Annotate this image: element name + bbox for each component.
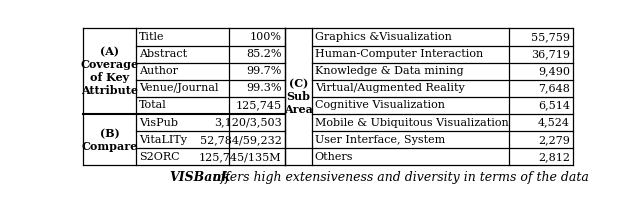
Text: 4,524: 4,524 xyxy=(538,118,570,128)
Text: (A)
Coverage
of Key
Attribute: (A) Coverage of Key Attribute xyxy=(81,47,138,96)
Text: 99.3%: 99.3% xyxy=(246,83,282,93)
Text: 100%: 100% xyxy=(250,32,282,42)
Text: Virtual/Augmented Reality: Virtual/Augmented Reality xyxy=(315,83,465,93)
Text: 52,784/59,232: 52,784/59,232 xyxy=(200,135,282,145)
Text: VitaLITy: VitaLITy xyxy=(139,135,187,145)
Text: offers high extensiveness and diversity in terms of the data: offers high extensiveness and diversity … xyxy=(209,170,589,184)
Text: S2ORC: S2ORC xyxy=(139,152,180,162)
Text: VISBank: VISBank xyxy=(169,170,230,184)
Text: 2,812: 2,812 xyxy=(538,152,570,162)
Text: 125,745/135M: 125,745/135M xyxy=(199,152,282,162)
Text: (C)
Sub
Area: (C) Sub Area xyxy=(284,79,312,115)
Text: User Interface, System: User Interface, System xyxy=(315,135,445,145)
Text: 125,745: 125,745 xyxy=(236,100,282,111)
Text: Knowledge & Data mining: Knowledge & Data mining xyxy=(315,66,463,76)
Text: 7,648: 7,648 xyxy=(538,83,570,93)
Text: Mobile & Ubiquitous Visualization: Mobile & Ubiquitous Visualization xyxy=(315,118,509,128)
Text: Title: Title xyxy=(139,32,164,42)
Text: (B)
Compare: (B) Compare xyxy=(81,128,138,152)
Text: 3,120/3,503: 3,120/3,503 xyxy=(214,118,282,128)
Text: 99.7%: 99.7% xyxy=(246,66,282,76)
Text: 9,490: 9,490 xyxy=(538,66,570,76)
Text: Cognitive Visualization: Cognitive Visualization xyxy=(315,100,445,111)
Text: 6,514: 6,514 xyxy=(538,100,570,111)
Text: Venue/Journal: Venue/Journal xyxy=(139,83,218,93)
Text: Graphics &Visualization: Graphics &Visualization xyxy=(315,32,452,42)
Text: 36,719: 36,719 xyxy=(531,49,570,59)
Text: Others: Others xyxy=(315,152,353,162)
Text: VisPub: VisPub xyxy=(139,118,178,128)
Text: 85.2%: 85.2% xyxy=(246,49,282,59)
Text: Total: Total xyxy=(139,100,166,111)
Text: Author: Author xyxy=(139,66,178,76)
Text: 55,759: 55,759 xyxy=(531,32,570,42)
Text: Human-Computer Interaction: Human-Computer Interaction xyxy=(315,49,483,59)
Text: 2,279: 2,279 xyxy=(538,135,570,145)
Text: Abstract: Abstract xyxy=(139,49,187,59)
